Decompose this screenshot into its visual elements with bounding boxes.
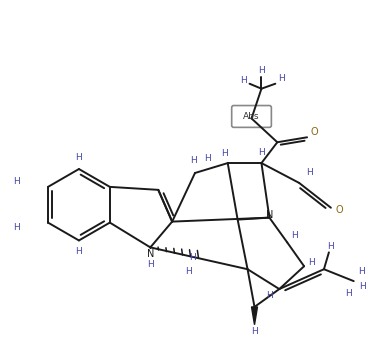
Text: H: H [76, 247, 82, 256]
Text: H: H [358, 267, 365, 276]
Text: H: H [258, 148, 265, 157]
Text: H: H [76, 152, 82, 161]
Polygon shape [252, 307, 257, 325]
Text: H: H [185, 267, 191, 276]
Text: H: H [308, 258, 315, 267]
Text: H: H [306, 168, 312, 177]
Text: H: H [13, 177, 20, 186]
Text: H: H [258, 66, 265, 75]
Text: H: H [13, 223, 20, 232]
Text: H: H [205, 154, 211, 162]
Text: H: H [147, 260, 154, 269]
Text: H: H [251, 327, 258, 336]
Text: O: O [335, 205, 343, 215]
Text: N: N [266, 210, 273, 220]
Text: Abs: Abs [243, 112, 260, 121]
FancyBboxPatch shape [232, 106, 271, 127]
Text: H: H [278, 74, 284, 83]
Text: O: O [310, 127, 318, 137]
Text: H: H [359, 282, 366, 290]
Text: H: H [221, 149, 228, 158]
Text: H: H [327, 242, 334, 251]
Text: H: H [190, 156, 196, 165]
Text: N: N [147, 249, 154, 259]
Text: H: H [189, 253, 195, 262]
Text: H: H [291, 231, 298, 240]
Text: H: H [240, 76, 247, 85]
Text: H: H [345, 288, 352, 297]
Text: H: H [266, 292, 273, 300]
